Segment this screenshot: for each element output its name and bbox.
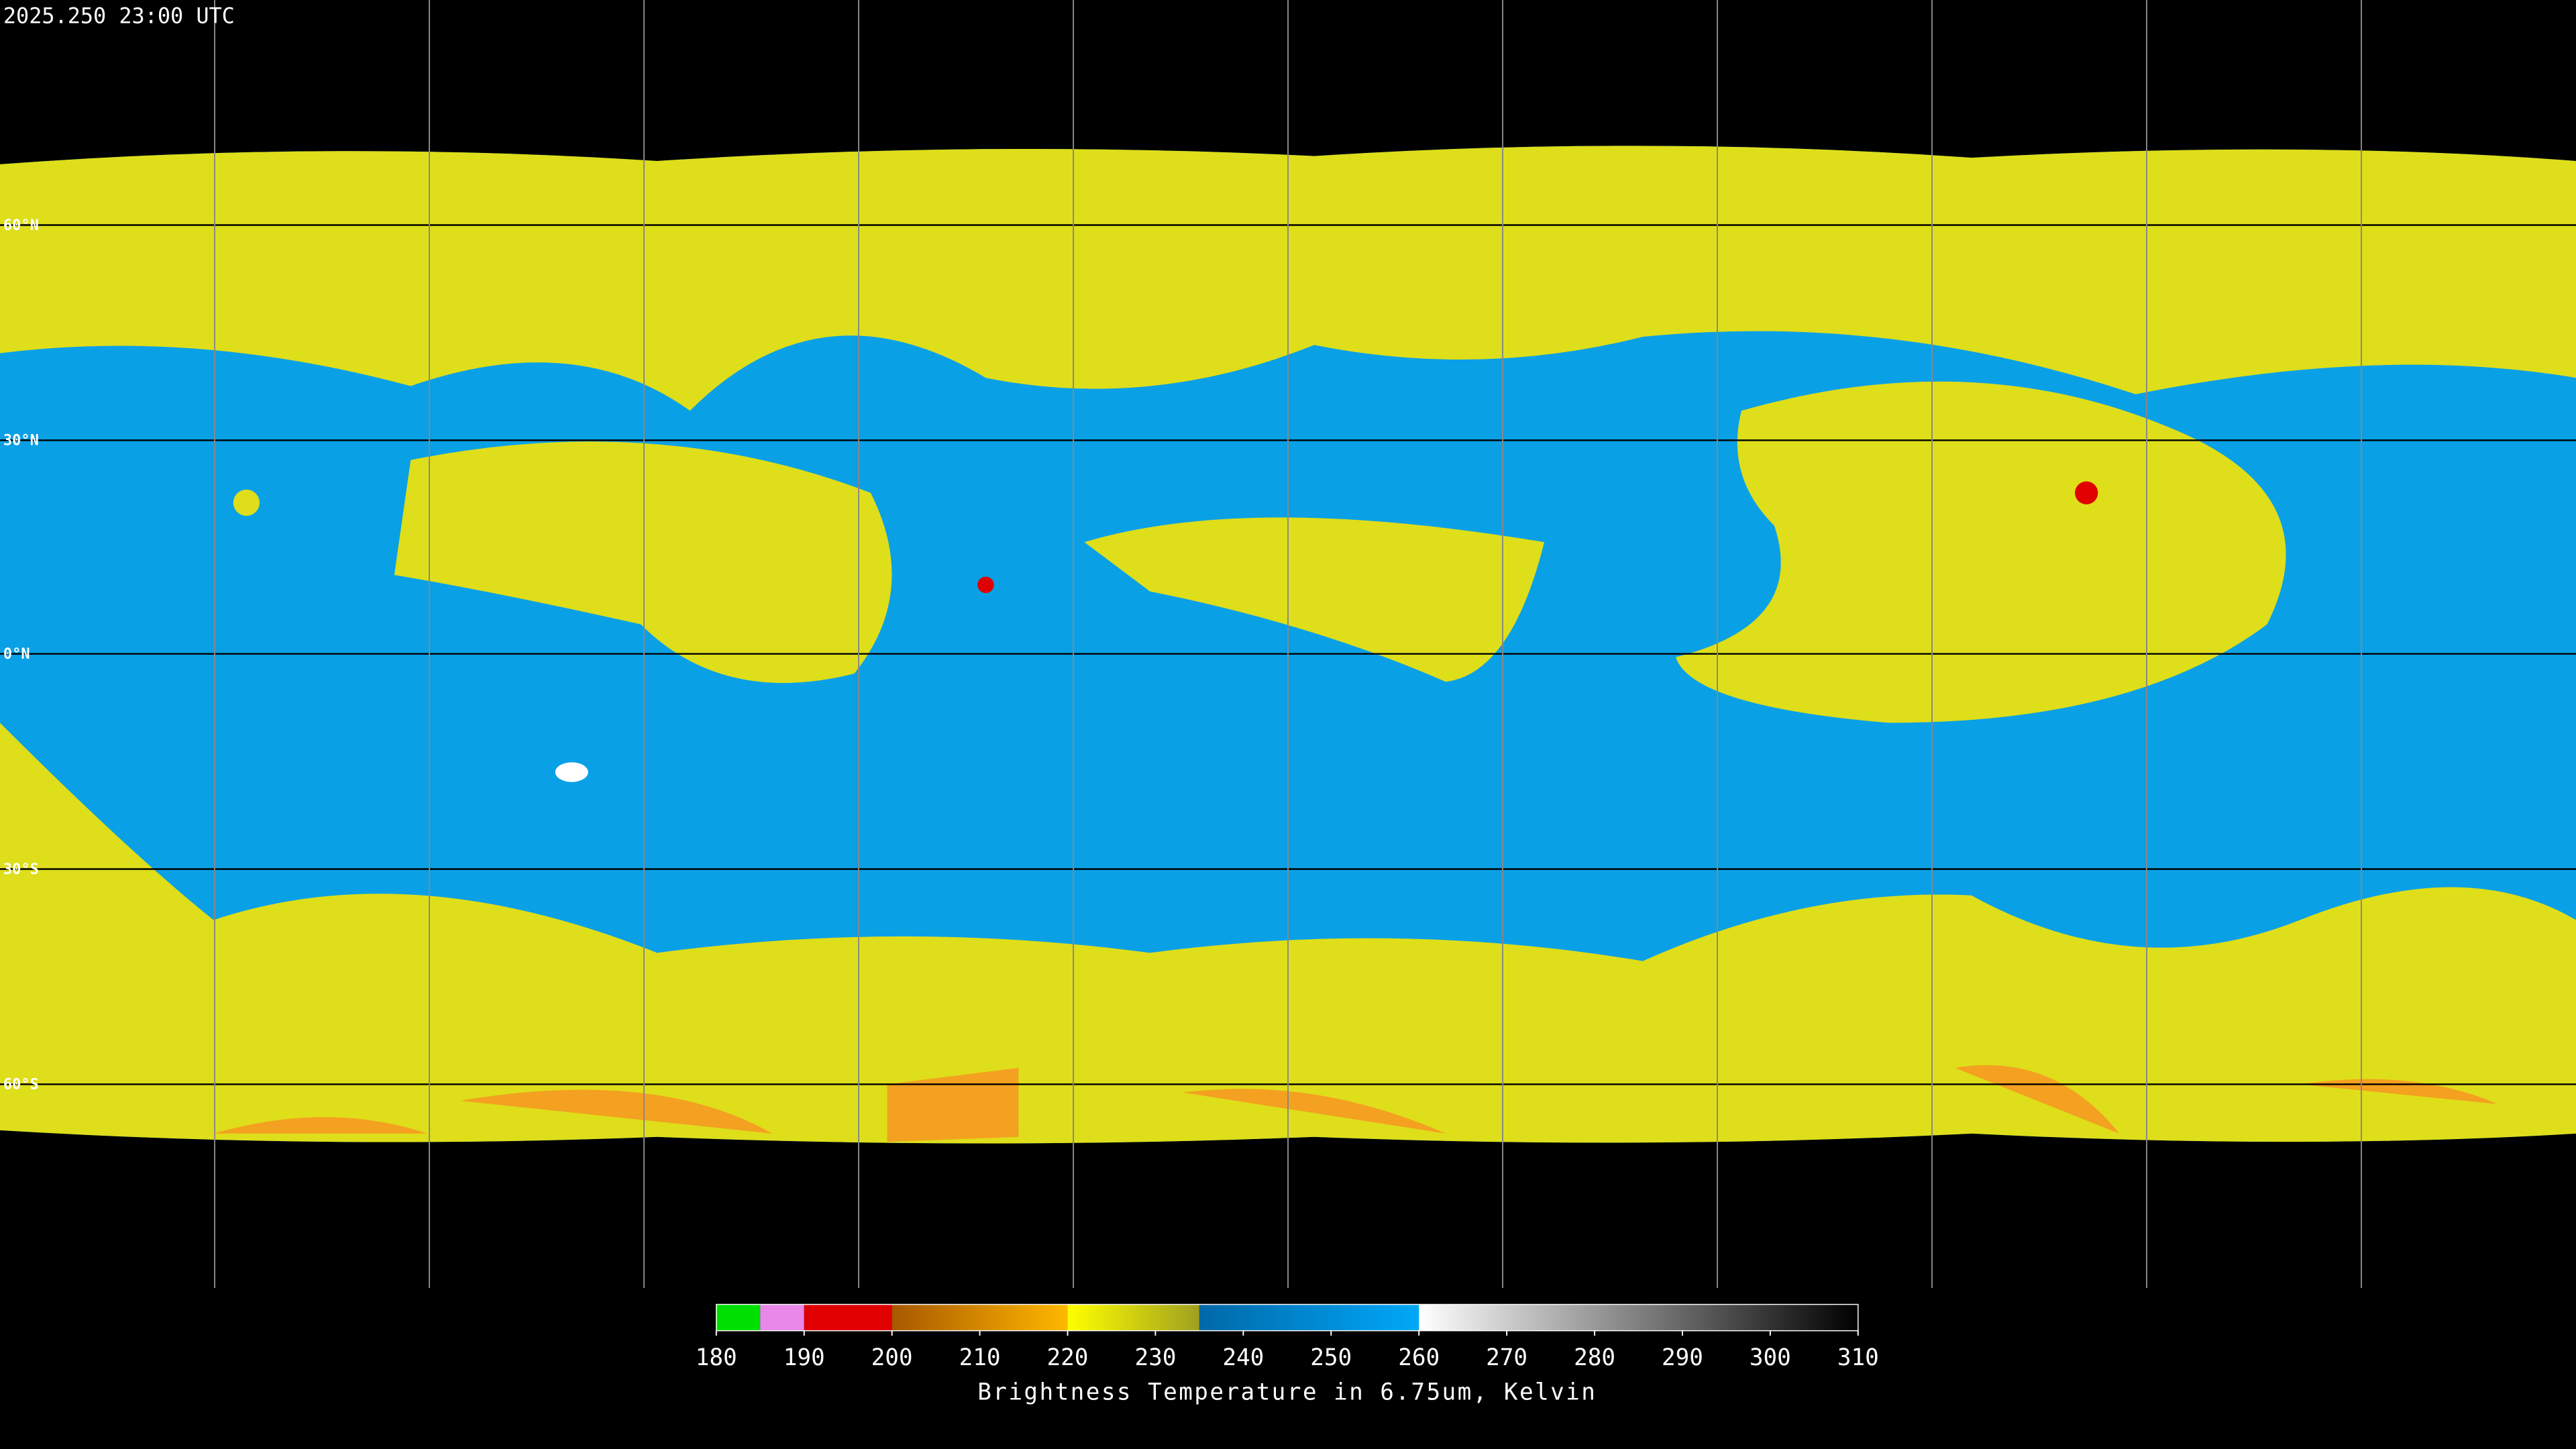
lat-label: 60°N — [3, 217, 39, 234]
colorbar-tick-label: 260 — [1398, 1344, 1440, 1371]
lat-label: 30°N — [3, 433, 39, 449]
colorbar-segment — [1067, 1304, 1199, 1331]
colorbar-tick-label: 280 — [1574, 1344, 1615, 1371]
colorbar: 180 190 200 210 220 230 240 250 260 270 280 290 300 3… — [696, 1303, 1879, 1406]
timestamp: 2025.250 23:00 UTC — [3, 3, 235, 28]
colorbar-title: Brightness Temperature in 6.75um, Kelvin — [977, 1379, 1597, 1406]
colorbar-segment — [716, 1304, 761, 1331]
colorbar-segment — [1199, 1304, 1419, 1331]
cold-cloud-south — [213, 1065, 2498, 1142]
dry-spot — [555, 762, 588, 782]
colorbar-segment — [804, 1304, 892, 1331]
colorbar-frame — [716, 1303, 1859, 1332]
lat-labels: 60°N 30°N 0°N 30°S 60°S — [3, 217, 39, 1093]
colorbar-tick-label: 190 — [784, 1344, 825, 1371]
lat-label: 0°N — [3, 646, 30, 663]
colorbar-tick-label: 210 — [959, 1344, 1001, 1371]
colorbar-tick-label: 180 — [696, 1344, 737, 1371]
colorbar-tick-label: 220 — [1047, 1344, 1089, 1371]
lat-label: 60°S — [3, 1077, 39, 1093]
colorbar-tick-label: 290 — [1662, 1344, 1703, 1371]
lat-label: 30°S — [3, 861, 39, 878]
deep-convection — [977, 576, 994, 594]
tropical-storm — [233, 489, 260, 516]
colorbar-tick-label: 270 — [1486, 1344, 1527, 1371]
colorbar-tick-label: 250 — [1310, 1344, 1352, 1371]
lon-lines — [214, 0, 2362, 1288]
convection-asia — [1675, 381, 2286, 723]
convection-americas — [394, 441, 892, 684]
colorbar-tick-label: 200 — [871, 1344, 913, 1371]
colorbar-segment — [1419, 1304, 1858, 1331]
deep-convection — [2075, 481, 2098, 504]
colorbar-tick-label: 230 — [1134, 1344, 1176, 1371]
colorbar-segment — [892, 1304, 1068, 1331]
convection-africa — [1084, 517, 1545, 682]
colorbar-tick-label: 310 — [1837, 1344, 1879, 1371]
colorbar-tick-label: 300 — [1750, 1344, 1791, 1371]
colorbar-tick-label: 240 — [1222, 1344, 1264, 1371]
colorbar-segment — [760, 1304, 804, 1331]
